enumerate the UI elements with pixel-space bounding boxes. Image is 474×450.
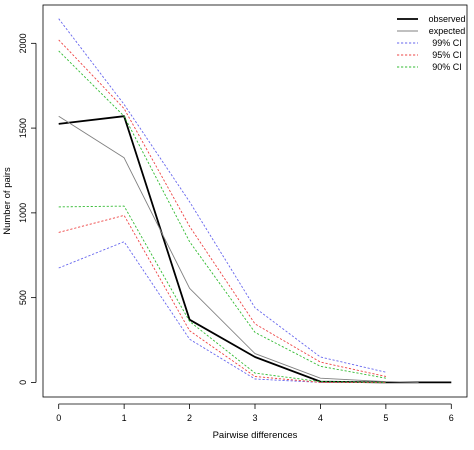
series-line-90-ci-7 (58, 205, 386, 383)
x-tick-label: 2 (187, 413, 192, 423)
x-tick-label: 5 (383, 413, 388, 423)
legend-label: 95% CI (432, 50, 462, 60)
legend-label: observed (428, 14, 465, 24)
x-tick-label: 3 (252, 413, 257, 423)
legend-label: 90% CI (432, 62, 462, 72)
x-tick-label: 1 (122, 413, 127, 423)
y-tick-label: 1000 (18, 203, 28, 223)
legend: observed expected 99% CI 95% CI 90% CI (397, 14, 466, 72)
y-tick-label: 2000 (18, 33, 28, 53)
series-line-95-ci-4 (58, 39, 386, 377)
y-tick-label: 500 (18, 290, 28, 305)
y-tick-label: 1500 (18, 118, 28, 138)
legend-label: expected (429, 26, 466, 36)
series-line-90-ci-6 (58, 50, 386, 379)
y-tick-label: 0 (18, 380, 28, 385)
series-line-95-ci-5 (58, 214, 386, 383)
axes: 0 1 2 3 4 5 6 0 500 1000 1500 2000 (18, 4, 468, 423)
y-axis-title: Number of pairs (2, 167, 13, 235)
x-tick-label: 6 (449, 413, 454, 423)
plot-area (58, 18, 452, 384)
series-line-99-ci-2 (58, 18, 387, 373)
x-tick-label: 0 (56, 413, 61, 423)
x-axis-title: Pairwise differences (213, 430, 298, 441)
plot-frame (42, 4, 468, 398)
series-line-expected-1 (58, 115, 419, 383)
series-line-observed-0 (58, 115, 452, 384)
x-tick-label: 4 (318, 413, 323, 423)
series-line-99-ci-3 (58, 241, 386, 383)
legend-label: 99% CI (432, 38, 462, 48)
